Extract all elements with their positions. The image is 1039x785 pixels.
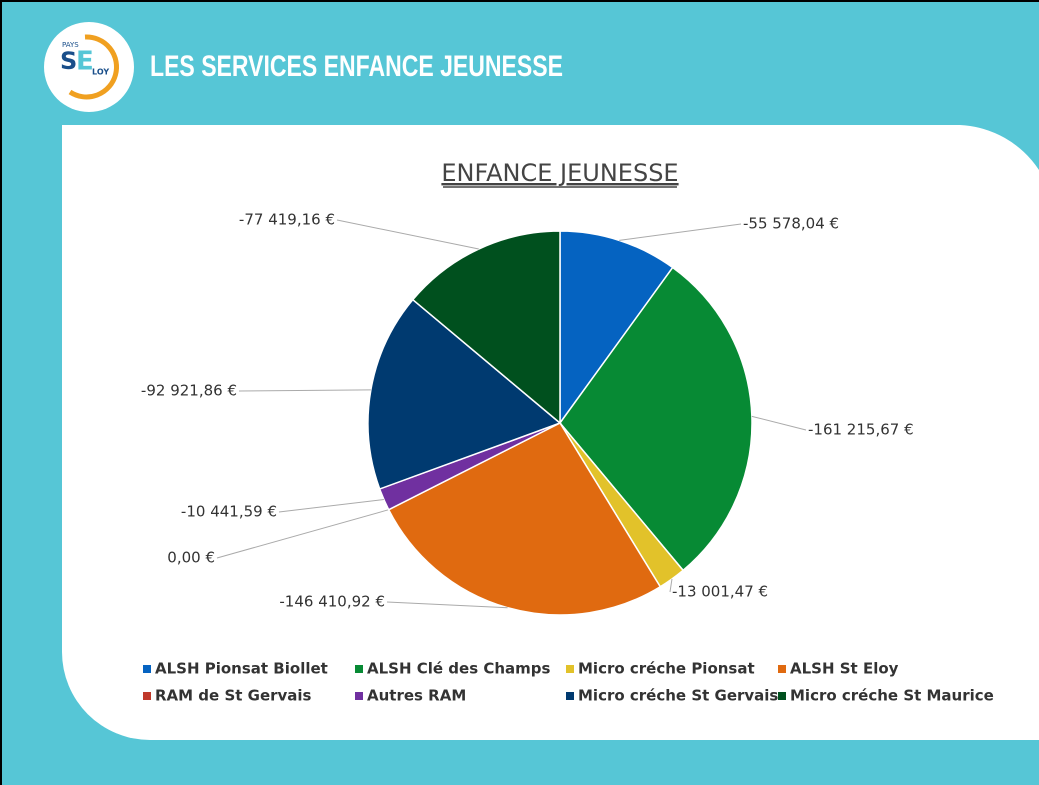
legend-label: RAM de St Gervais [155, 687, 312, 705]
leader-line [238, 389, 371, 392]
legend-label: Micro créche St Maurice [790, 687, 994, 705]
leader-line [216, 509, 389, 559]
leader-line [386, 601, 508, 609]
data-label: -161 215,67 € [808, 421, 914, 439]
legend-swatch [778, 692, 786, 700]
pie-slice [387, 422, 662, 616]
leader-line [619, 223, 742, 241]
legend-swatch [355, 692, 363, 700]
data-label: -77 419,16 € [239, 211, 335, 229]
legend-label: ALSH Pionsat Biollet [155, 660, 328, 678]
legend-swatch [778, 665, 786, 673]
logo-text: LOY [92, 68, 109, 77]
data-label: -10 441,59 € [181, 503, 277, 521]
leader-line [669, 578, 673, 593]
legend-swatch [143, 692, 151, 700]
legend-label: Micro créche St Gervais [578, 687, 778, 705]
legend-swatch [566, 692, 574, 700]
pie-slice [559, 266, 753, 572]
pie-slice [559, 230, 674, 426]
chart-title: ENFANCE JEUNESSE [441, 159, 678, 187]
data-label: -13 001,47 € [672, 583, 768, 601]
legend-label: ALSH St Eloy [790, 660, 899, 678]
logo-text: S [60, 47, 77, 75]
legend-label: Autres RAM [367, 687, 466, 705]
leader-line [751, 415, 807, 431]
data-label: -92 921,86 € [141, 382, 237, 400]
legend-label: Micro créche Pionsat [578, 660, 755, 678]
logo-arc [68, 34, 119, 100]
leader-line [336, 219, 479, 250]
logo-circle [44, 22, 134, 112]
legend-label: ALSH Clé des Champs [367, 660, 551, 678]
legend-swatch [143, 665, 151, 673]
slide-title: LES SERVICES ENFANCE JEUNESSE [150, 50, 563, 83]
leader-line [278, 498, 384, 513]
legend-swatch [566, 665, 574, 673]
logo: PAYS S E LOY [44, 22, 134, 112]
logo-text: E [76, 47, 94, 77]
legend-swatch [355, 665, 363, 673]
pie-slice [411, 230, 561, 425]
logo-text: PAYS [62, 41, 79, 49]
data-label: 0,00 € [167, 549, 215, 567]
data-label: -55 578,04 € [743, 215, 839, 233]
data-label: -146 410,92 € [279, 593, 385, 611]
